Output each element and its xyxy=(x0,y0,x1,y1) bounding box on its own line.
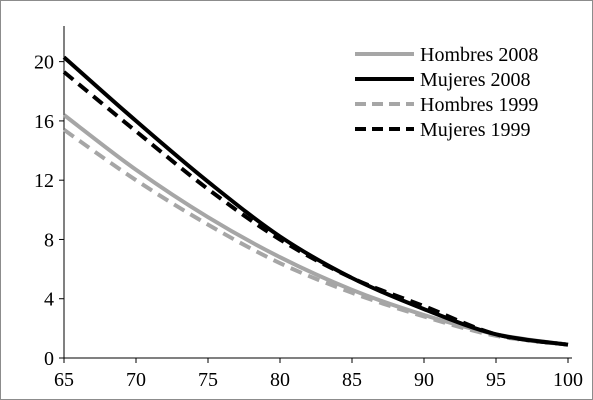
x-tick-label: 70 xyxy=(126,369,146,391)
y-tick-label: 0 xyxy=(44,348,54,370)
x-tick-label: 95 xyxy=(486,369,506,391)
legend-label: Mujeres 2008 xyxy=(420,69,531,91)
series-line-mujeres-2008 xyxy=(62,55,569,347)
y-tick-label: 20 xyxy=(34,52,54,74)
legend-label: Mujeres 1999 xyxy=(420,119,531,141)
x-tick-label: 75 xyxy=(198,369,218,391)
y-tick-label: 8 xyxy=(44,229,54,251)
axes: 0 4 8 12 16 20 65 70 75 80 85 90 95 100 xyxy=(34,26,583,391)
x-tick-label: 90 xyxy=(414,369,434,391)
series-line-hombres-2008 xyxy=(62,113,569,347)
legend-label: Hombres 1999 xyxy=(420,94,538,116)
series-lines xyxy=(62,55,569,347)
legend-label: Hombres 2008 xyxy=(420,44,538,66)
y-tick-label: 12 xyxy=(34,170,54,192)
x-tick-label: 65 xyxy=(54,369,74,391)
y-tick-label: 4 xyxy=(44,289,54,311)
x-tick-label: 80 xyxy=(270,369,290,391)
y-tick-label: 16 xyxy=(34,111,54,133)
series-line-hombres-1999 xyxy=(62,128,569,347)
legend: Hombres 2008 Mujeres 2008 Hombres 1999 Muje… xyxy=(355,44,538,141)
x-tick-label: 100 xyxy=(553,369,583,391)
x-tick-label: 85 xyxy=(342,369,362,391)
